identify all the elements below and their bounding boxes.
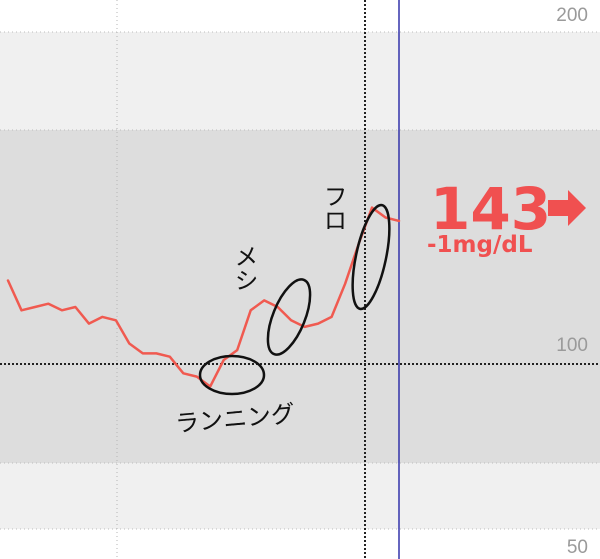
upper-light-band [0,32,600,130]
annotation-circle-running [198,354,266,396]
current-reading-value: 143 [430,175,551,243]
current-reading-delta: -1mg/dL [427,232,533,258]
glucose-series-line [6,206,401,388]
lower-light-band [0,463,600,529]
annotation-circle-meal [266,278,312,356]
annotation-label-meal: メシ [230,244,258,292]
annotation-circle-bath [351,203,391,311]
y-tick-label: 100 [556,335,588,356]
annotation-label-bath: フロ [319,184,347,232]
target-range-band [0,130,600,463]
trend-right-arrow-icon [548,190,586,226]
y-tick-label: 200 [556,5,588,26]
annotation-label-meal-group: メシ [230,244,258,292]
y-tick-label: 50 [567,537,588,558]
annotation-label-bath-group: フロ [319,184,347,232]
